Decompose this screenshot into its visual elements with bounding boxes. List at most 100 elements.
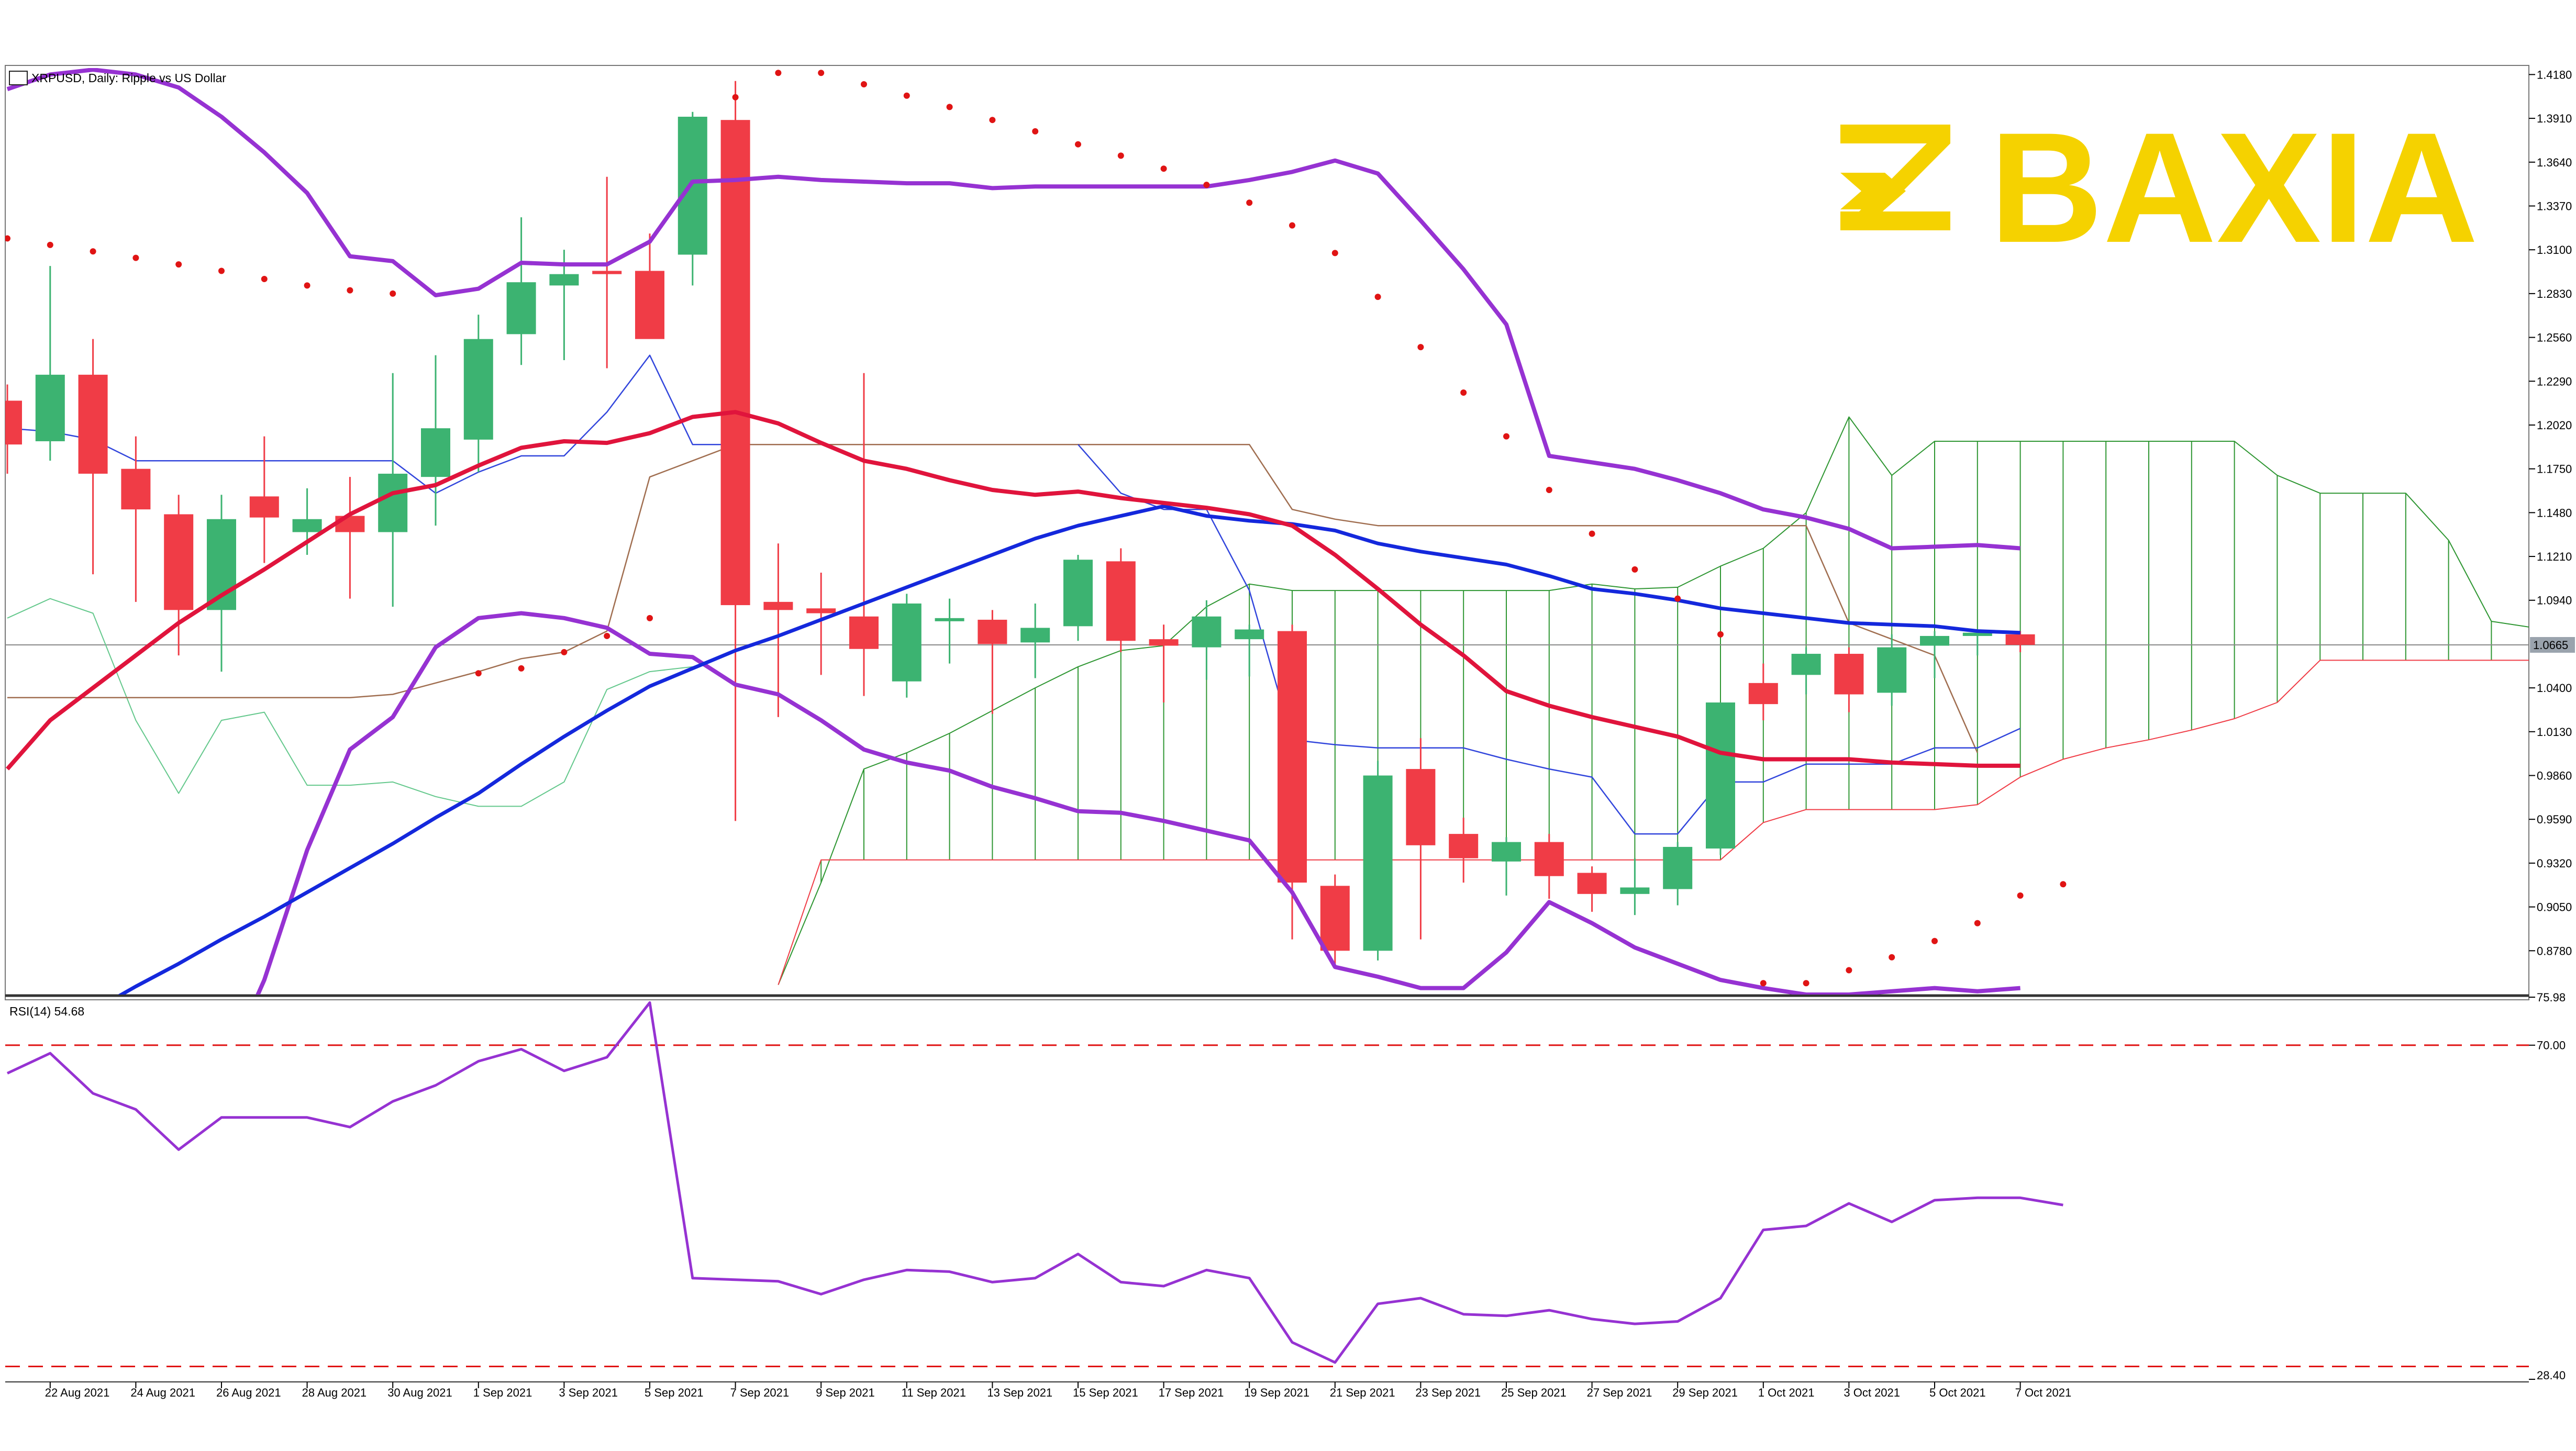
candle-body xyxy=(121,468,151,510)
candle xyxy=(1106,548,1136,652)
rsi-tick-label: 28.40 xyxy=(2537,1369,2566,1382)
rsi-axis: 75.98 70.00 28.40 xyxy=(2529,991,2566,1382)
candle xyxy=(1320,874,1350,964)
candle xyxy=(1063,554,1093,641)
price-tick-label: 1.3100 xyxy=(2537,243,2572,256)
candle-body xyxy=(1235,629,1264,640)
psar-dot xyxy=(1717,631,1724,638)
chart-marks-layer: 1.4180 1.3910 1.3640 1.3370 1.3100 1.2830 1.25… xyxy=(5,68,2575,1399)
candle xyxy=(892,594,921,698)
candle xyxy=(1791,647,1821,695)
psar-dot xyxy=(1760,980,1767,987)
price-axis: 1.4180 1.3910 1.3640 1.3370 1.3100 1.2830 1.25… xyxy=(2529,68,2575,957)
candle-body xyxy=(1877,647,1907,693)
date-tick-label: 1 Sep 2021 xyxy=(473,1386,532,1399)
candle-body xyxy=(1278,631,1307,883)
psar-dot xyxy=(47,241,53,248)
candle xyxy=(292,488,322,555)
date-tick-label: 23 Sep 2021 xyxy=(1415,1386,1481,1399)
candle-body xyxy=(1920,635,1949,646)
candle xyxy=(1706,702,1735,855)
candle-body xyxy=(463,339,493,440)
symbol-icon xyxy=(9,71,28,85)
candle-body xyxy=(1534,842,1564,876)
date-tick-label: 28 Aug 2021 xyxy=(302,1386,367,1399)
psar-dot xyxy=(946,104,953,110)
psar-dot xyxy=(604,632,610,639)
candle xyxy=(78,339,108,575)
candle-body xyxy=(978,619,1007,644)
candle-body xyxy=(549,274,579,286)
ichimoku-kijun-line xyxy=(7,443,1978,753)
candle xyxy=(1363,761,1393,961)
price-tick-label: 1.3910 xyxy=(2537,112,2572,125)
rsi-tick-label: 70.00 xyxy=(2537,1039,2566,1052)
psar-dot xyxy=(1289,222,1295,229)
candle xyxy=(635,233,664,339)
psar-dot xyxy=(1374,294,1381,300)
baxia-logo-text: BAXIA xyxy=(1990,99,2478,275)
date-tick-label: 9 Sep 2021 xyxy=(816,1386,875,1399)
date-tick-label: 1 Oct 2021 xyxy=(1758,1386,1815,1399)
candle xyxy=(1020,603,1050,678)
candle xyxy=(1492,837,1521,896)
candle-body xyxy=(935,618,964,621)
psar-dot xyxy=(1974,920,1981,927)
ichimoku-tenkan-line xyxy=(7,354,2021,835)
candle-body xyxy=(292,519,322,532)
psar-dot xyxy=(2017,892,2024,899)
current-price-badge xyxy=(2530,637,2575,653)
price-tick-label: 1.2290 xyxy=(2537,375,2572,388)
psar-dot xyxy=(1417,344,1424,351)
candle-body xyxy=(335,516,365,532)
psar-dot xyxy=(1931,937,1938,944)
candle-body xyxy=(678,116,707,255)
bollinger-upper-band xyxy=(6,68,2020,551)
candle-body xyxy=(1663,846,1693,889)
candle xyxy=(378,373,408,607)
psar-dot xyxy=(1032,128,1039,135)
candle xyxy=(1534,834,1564,899)
price-tick-label: 1.1210 xyxy=(2537,550,2572,563)
psar-dot xyxy=(132,254,139,261)
psar-dot xyxy=(903,92,910,99)
candle-body xyxy=(763,601,793,610)
candle-body xyxy=(635,271,664,339)
candle xyxy=(2005,631,2035,652)
psar-dot xyxy=(861,81,867,87)
candle-body xyxy=(592,271,622,274)
candle xyxy=(421,355,450,526)
price-tick-label: 0.9050 xyxy=(2537,901,2572,914)
date-tick-label: 22 Aug 2021 xyxy=(45,1386,110,1399)
price-tick-label: 1.2020 xyxy=(2537,419,2572,432)
rsi-plot-area xyxy=(5,1001,2529,1367)
candle xyxy=(207,495,236,672)
psar-dot xyxy=(1546,486,1552,493)
date-tick-label: 30 Aug 2021 xyxy=(387,1386,452,1399)
candle xyxy=(592,176,622,369)
price-tick-label: 1.1750 xyxy=(2537,463,2572,476)
date-tick-label: 3 Sep 2021 xyxy=(559,1386,618,1399)
psar-dot xyxy=(1846,967,1852,974)
price-tick-label: 1.1480 xyxy=(2537,506,2572,519)
psar-dot xyxy=(175,261,182,268)
date-tick-label: 13 Sep 2021 xyxy=(987,1386,1052,1399)
date-tick-label: 5 Oct 2021 xyxy=(1929,1386,1986,1399)
candle xyxy=(1834,647,1864,712)
candle xyxy=(506,217,536,365)
price-tick-label: 1.2560 xyxy=(2537,331,2572,344)
psar-dot xyxy=(775,70,782,76)
rsi-line xyxy=(6,1001,2063,1364)
candle-body xyxy=(421,428,450,477)
psar-dot xyxy=(1589,530,1595,537)
chart-header: XRPUSD, Daily: Ripple vs US Dollar xyxy=(9,71,226,85)
psar-dot xyxy=(518,665,525,672)
candle xyxy=(935,598,964,664)
candle-body xyxy=(1748,683,1778,705)
current-price-label: 1.0665 xyxy=(2533,639,2568,652)
candle xyxy=(249,436,279,563)
price-tick-label: 1.4180 xyxy=(2537,68,2572,81)
candle xyxy=(1235,624,1264,677)
psar-dot xyxy=(1203,182,1210,188)
candle-body xyxy=(5,400,22,445)
